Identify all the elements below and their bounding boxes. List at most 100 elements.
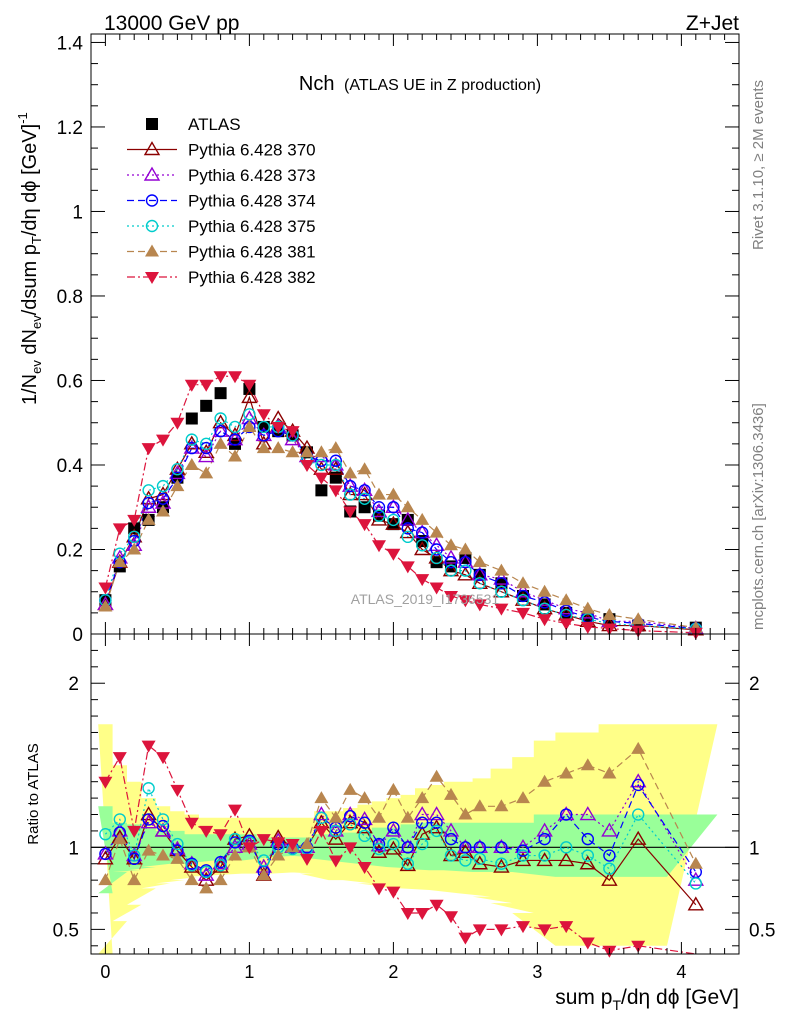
main-point-s5-29 xyxy=(537,584,552,597)
ratio-point-s4-23 xyxy=(429,769,444,782)
ratio-point-s5-9 xyxy=(228,804,242,817)
header-right: Z+Jet xyxy=(686,12,739,35)
main-point-s5-22 xyxy=(415,512,430,525)
ratio-point-s4-33 xyxy=(631,741,646,754)
ratio-point-s4-12 xyxy=(271,848,286,861)
main-point-s6-25 xyxy=(458,595,473,608)
ratio-point-s4-7 xyxy=(199,881,214,894)
main-point-s6-2 xyxy=(127,514,142,527)
ratio-point-s3-15 xyxy=(315,811,328,824)
main-point-s5-3 xyxy=(141,512,156,525)
main-point-s0-18 xyxy=(358,501,371,514)
ratio-point-s3-24 xyxy=(444,849,458,862)
main-point-s4-10 xyxy=(243,408,256,421)
ratio-point-s3-0 xyxy=(99,828,112,841)
main-point-s5-21 xyxy=(400,500,415,513)
ratio-point-s5-14 xyxy=(300,853,314,866)
ratio-point-s4-31 xyxy=(580,758,595,771)
ratio-point-s5-25 xyxy=(458,932,473,945)
main-point-s3-29 xyxy=(538,596,551,609)
main-point-s2-21 xyxy=(399,511,417,526)
main-point-s5-16 xyxy=(328,441,343,454)
ratio-point-s4-14 xyxy=(300,837,314,850)
main-point-s5-11 xyxy=(256,441,271,454)
ratio-band-stat xyxy=(98,806,718,894)
main-point-s2-28 xyxy=(514,583,532,598)
main-point-s5-32 xyxy=(602,607,617,620)
main-point-s5-15 xyxy=(314,445,329,458)
ratio-point-s2-20 xyxy=(387,821,400,834)
ratio-point-s0-16 xyxy=(327,830,345,845)
ratio-point-s3-28 xyxy=(516,849,530,862)
main-point-s3-16 xyxy=(329,454,342,467)
ratio-point-s2-22 xyxy=(416,816,429,829)
legend: ATLAS Pythia 6.428 370 Pythia 6.428 373 Pyt… xyxy=(127,115,316,287)
ratio-point-s0-21 xyxy=(399,856,417,872)
ratio-point-s4-20 xyxy=(386,782,401,795)
ratio-point-s3-26 xyxy=(473,852,486,866)
main-point-s5-14 xyxy=(300,445,314,458)
legend-marker-3 xyxy=(145,194,159,207)
main-point-s5-1 xyxy=(112,555,127,568)
main-point-s4-28 xyxy=(516,593,530,607)
ratio-point-s3-3 xyxy=(142,782,155,795)
ratio-point-s3-22 xyxy=(416,837,429,851)
ratio-point-s0-17 xyxy=(341,814,359,829)
main-series-line-3 xyxy=(104,426,696,630)
main-point-s6-28 xyxy=(516,607,530,620)
ratio-point-s4-24 xyxy=(444,787,458,800)
main-point-s1-3 xyxy=(140,490,157,505)
ratio-point-s3-6 xyxy=(185,859,199,872)
main-point-s5-17 xyxy=(343,466,358,479)
main-point-s5-33 xyxy=(631,612,646,625)
ratio-point-s4-26 xyxy=(472,799,487,812)
rivet-label: Rivet 3.1.10, ≥ 2M events xyxy=(750,80,767,250)
ratio-point-s3-5 xyxy=(171,837,184,851)
main-y-tick-label: 0.4 xyxy=(57,456,84,477)
main-point-s6-24 xyxy=(444,590,458,603)
legend-label-0: ATLAS xyxy=(188,115,241,134)
main-point-s3-27 xyxy=(495,577,508,590)
x-tick-label: 1 xyxy=(244,962,254,982)
ratio-series-markers xyxy=(97,740,705,958)
ratio-point-s2-21 xyxy=(401,841,414,854)
main-series-markers xyxy=(97,371,705,640)
ratio-point-s2-29 xyxy=(538,832,551,846)
ratio-point-s5-17 xyxy=(343,842,358,855)
x-axis-label: sum pT/dη dϕ [GeV] xyxy=(555,986,739,1013)
ratio-y-tick-label-right: 1 xyxy=(749,838,760,859)
main-point-s2-27 xyxy=(493,570,510,585)
header-left: 13000 GeV pp xyxy=(104,12,239,35)
ratio-point-s2-8 xyxy=(214,855,227,869)
main-point-s4-29 xyxy=(538,602,551,615)
main-y-tick-label: 1.2 xyxy=(57,118,83,139)
main-point-s6-21 xyxy=(400,561,415,574)
ratio-point-s3-31 xyxy=(581,849,594,862)
main-point-s4-16 xyxy=(329,458,342,472)
ratio-point-s5-23 xyxy=(429,899,444,912)
ratio-point-s5-15 xyxy=(314,825,329,838)
main-point-s6-17 xyxy=(343,506,358,519)
main-point-s3-28 xyxy=(516,589,530,603)
main-point-s5-10 xyxy=(242,419,257,432)
main-point-s2-30 xyxy=(557,600,575,615)
main-y-tick-label: 1 xyxy=(72,202,83,223)
main-point-s0-15 xyxy=(315,484,328,497)
ratio-panel-frame xyxy=(90,633,740,955)
ratio-point-s4-19 xyxy=(372,810,386,823)
legend-marker-5 xyxy=(145,244,159,257)
ratio-point-s4-15 xyxy=(314,791,329,804)
ratio-point-s1-29 xyxy=(536,822,553,837)
main-point-s3-21 xyxy=(401,522,414,535)
ratio-point-s0-33 xyxy=(629,830,647,845)
ratio-point-s5-4 xyxy=(156,752,170,765)
legend-marker-4 xyxy=(145,219,159,233)
ratio-point-s3-1 xyxy=(113,813,127,826)
ratio-point-s2-25 xyxy=(459,841,472,854)
ratio-point-s3-16 xyxy=(329,824,342,838)
ratio-point-s2-3 xyxy=(142,813,155,826)
main-point-s2-23 xyxy=(428,536,445,551)
ratio-point-s5-33 xyxy=(631,940,646,953)
main-point-s3-23 xyxy=(430,543,443,556)
main-point-s1-19 xyxy=(370,511,388,526)
